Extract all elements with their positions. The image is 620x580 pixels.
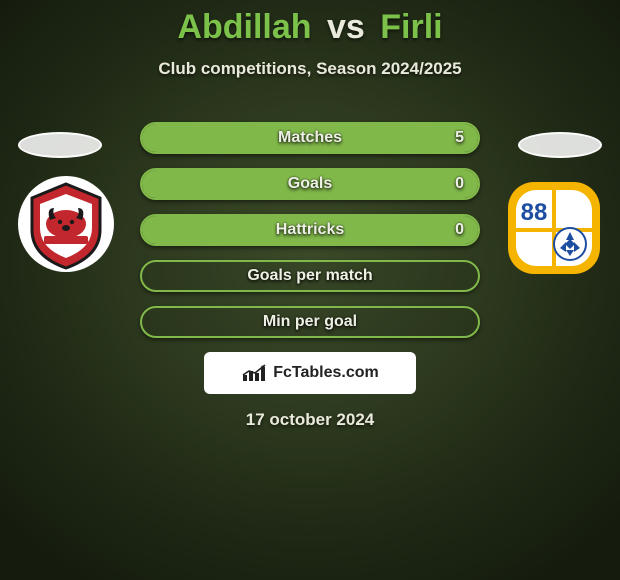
- bar-label: Min per goal: [263, 313, 357, 331]
- penalty-spot-right: [518, 132, 602, 158]
- page-title: Abdillah vs Firli: [0, 0, 620, 47]
- bar-value: 0: [455, 221, 464, 239]
- bar-hattricks: Hattricks 0: [140, 214, 480, 246]
- content: Abdillah vs Firli Club competitions, Sea…: [0, 0, 620, 79]
- bar-chart-icon: [241, 363, 269, 383]
- bar-label: Matches: [278, 129, 342, 147]
- bar-value: 5: [455, 129, 464, 147]
- bar-min-per-goal: Min per goal: [140, 306, 480, 338]
- bar-label: Goals per match: [247, 267, 372, 285]
- brand-badge[interactable]: FcTables.com: [204, 352, 416, 394]
- bar-goals-per-match: Goals per match: [140, 260, 480, 292]
- bar-value: 0: [455, 175, 464, 193]
- stat-bars: Matches 5 Goals 0 Hattricks 0 Goals per …: [140, 122, 480, 338]
- title-player2: Firli: [380, 8, 442, 46]
- bar-label: Hattricks: [276, 221, 344, 239]
- penalty-spot-left: [18, 132, 102, 158]
- bar-label: Goals: [288, 175, 332, 193]
- title-vs: vs: [327, 8, 365, 46]
- bar-matches: Matches 5: [140, 122, 480, 154]
- brand-text: FcTables.com: [273, 364, 379, 382]
- subtitle: Club competitions, Season 2024/2025: [0, 59, 620, 79]
- bar-goals: Goals 0: [140, 168, 480, 200]
- title-player1: Abdillah: [177, 8, 311, 46]
- date-label: 17 october 2024: [246, 410, 375, 430]
